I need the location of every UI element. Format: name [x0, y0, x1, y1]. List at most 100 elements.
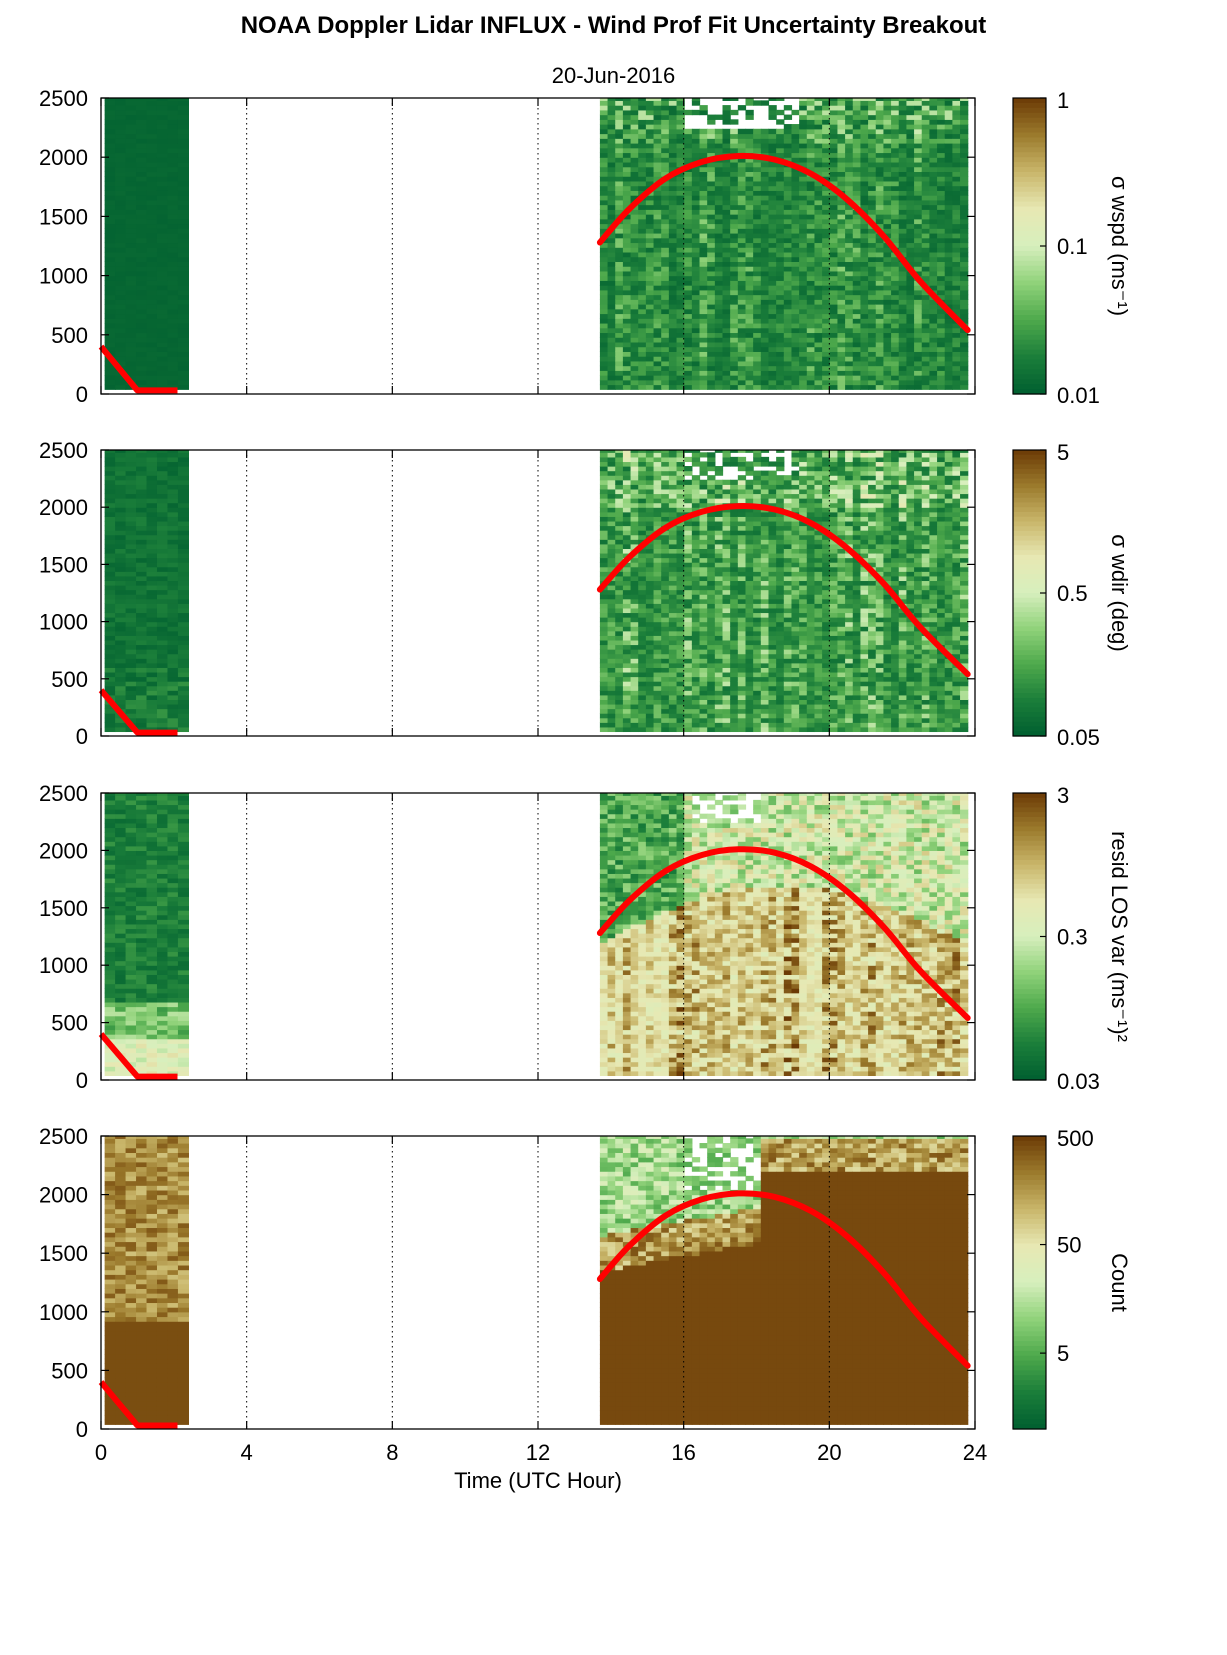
heatmap-cell: [714, 370, 724, 376]
heatmap-cell: [638, 322, 647, 329]
heatmap-cell: [714, 346, 724, 352]
heatmap-cell: [661, 322, 670, 329]
heatmap-cell: [791, 185, 800, 191]
heatmap-cell: [760, 327, 770, 334]
heatmap-cell: [156, 157, 169, 163]
heatmap-cell: [760, 218, 770, 225]
heatmap-cell: [929, 161, 938, 168]
heatmap-cell: [745, 195, 754, 201]
heatmap-cell: [783, 346, 793, 352]
heatmap-cell: [875, 185, 885, 191]
heatmap-cell: [668, 270, 678, 277]
heatmap-cell: [156, 256, 169, 262]
heatmap-cell: [630, 470, 639, 476]
heatmap-cell: [860, 228, 869, 234]
heatmap-cell: [607, 242, 616, 248]
heatmap-cell: [177, 452, 189, 458]
heatmap-cell: [115, 461, 127, 467]
heatmap-cell: [136, 452, 148, 458]
heatmap-cell: [661, 280, 670, 286]
heatmap-cell: [653, 653, 662, 659]
heatmap-cell: [115, 580, 127, 586]
heatmap-cell: [891, 365, 900, 371]
heatmap-cell: [860, 98, 869, 101]
heatmap-cell: [883, 142, 892, 149]
heatmap-cell: [676, 351, 685, 357]
heatmap-cell: [661, 266, 670, 272]
heatmap-cell: [845, 204, 854, 210]
heatmap-cell: [783, 128, 793, 135]
heatmap-cell: [891, 242, 900, 248]
heatmap-cell: [615, 242, 624, 248]
heatmap-cell: [806, 228, 816, 234]
heatmap-cell: [607, 313, 616, 319]
heatmap-cell: [599, 649, 609, 655]
heatmap-cell: [944, 98, 953, 101]
heatmap-cell: [676, 322, 685, 329]
heatmap-cell: [125, 507, 137, 513]
heatmap-cell: [799, 313, 808, 319]
heatmap-cell: [875, 294, 885, 300]
heatmap-cell: [653, 607, 662, 614]
heatmap-cell: [668, 685, 678, 691]
heatmap-cell: [104, 516, 116, 522]
heatmap-cell: [104, 658, 116, 664]
heatmap-cell: [745, 190, 754, 196]
heatmap-cell: [630, 699, 639, 705]
heatmap-cell: [177, 580, 189, 586]
heatmap-cell: [929, 275, 938, 281]
heatmap-cell: [668, 612, 678, 618]
heatmap-cell: [875, 124, 885, 130]
heatmap-cell: [852, 180, 862, 187]
heatmap-cell: [638, 365, 647, 371]
heatmap-cell: [745, 138, 754, 144]
heatmap-cell: [622, 548, 632, 554]
heatmap-cell: [799, 280, 808, 286]
heatmap-cell: [837, 223, 846, 229]
heatmap-cell: [661, 109, 670, 116]
heatmap-cell: [599, 214, 609, 220]
heatmap-cell: [668, 653, 678, 659]
heatmap-cell: [944, 242, 953, 248]
heatmap-cell: [661, 119, 670, 125]
heatmap-cell: [906, 365, 915, 371]
heatmap-cell: [929, 100, 938, 106]
heatmap-cell: [906, 119, 915, 125]
heatmap-cell: [645, 128, 655, 135]
heatmap-cell: [944, 370, 953, 376]
heatmap-cell: [714, 351, 724, 357]
heatmap-cell: [875, 209, 885, 215]
heatmap-cell: [167, 644, 179, 650]
heatmap-cell: [104, 617, 116, 623]
heatmap-cell: [622, 713, 632, 719]
heatmap-cell: [146, 507, 158, 513]
heatmap-cell: [104, 109, 116, 116]
heatmap-cell: [921, 232, 930, 239]
heatmap-cell: [638, 180, 647, 187]
heatmap-cell: [814, 360, 823, 367]
heatmap-cell: [115, 548, 127, 554]
heatmap-cell: [136, 275, 148, 281]
heatmap-cell: [115, 699, 127, 705]
heatmap-cell: [875, 356, 885, 362]
heatmap-cell: [156, 466, 169, 472]
heatmap-cell: [167, 261, 179, 267]
heatmap-cell: [829, 346, 839, 352]
heatmap-cell: [167, 681, 179, 687]
heatmap-cell: [630, 100, 639, 106]
heatmap-cell: [714, 313, 724, 319]
heatmap-cell: [714, 337, 724, 343]
heatmap-cell: [104, 671, 116, 678]
heatmap-cell: [599, 450, 609, 453]
heatmap-cell: [125, 566, 137, 572]
heatmap-cell: [944, 133, 953, 139]
heatmap-cell: [645, 98, 655, 101]
heatmap-cell: [852, 313, 862, 319]
heatmap-cell: [615, 653, 624, 659]
heatmap-cell: [699, 566, 708, 572]
heatmap-cell: [136, 607, 148, 614]
heatmap-cell: [776, 180, 785, 187]
heatmap-cell: [707, 351, 716, 357]
heatmap-cell: [653, 114, 662, 120]
heatmap-cell: [156, 639, 169, 646]
